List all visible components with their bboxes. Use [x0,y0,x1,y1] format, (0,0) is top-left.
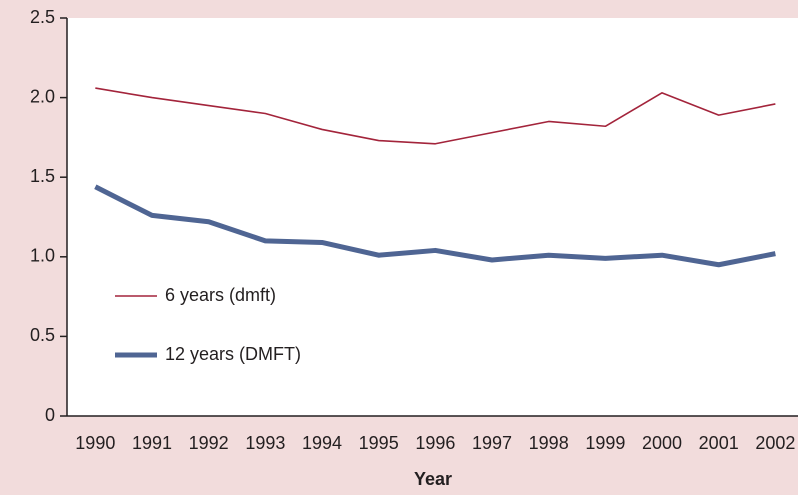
x-tick-label: 2000 [642,433,682,453]
x-axis-title: Year [414,469,452,489]
plot-area [67,18,798,416]
x-tick-label: 1997 [472,433,512,453]
x-tick-label: 1990 [75,433,115,453]
y-tick-label: 2.5 [30,7,55,27]
x-tick-label: 1998 [529,433,569,453]
x-tick-label: 1992 [189,433,229,453]
x-tick-label: 1995 [359,433,399,453]
y-tick-label: 0 [45,405,55,425]
x-tick-label: 1996 [415,433,455,453]
y-tick-label: 2.0 [30,86,55,106]
series-line [94,184,776,268]
x-tick-label: 1991 [132,433,172,453]
y-tick-label: 1.5 [30,166,55,186]
legend-label: 6 years (dmft) [165,285,276,305]
x-tick-label: 1993 [245,433,285,453]
x-tick-label: 1994 [302,433,342,453]
x-tick-label: 2001 [699,433,739,453]
y-tick-label: 0.5 [30,325,55,345]
x-tick-label: 1999 [585,433,625,453]
legend-label: 12 years (DMFT) [165,344,301,364]
series-line [95,87,776,145]
y-tick-label: 1.0 [30,246,55,266]
x-tick-label: 2002 [755,433,795,453]
